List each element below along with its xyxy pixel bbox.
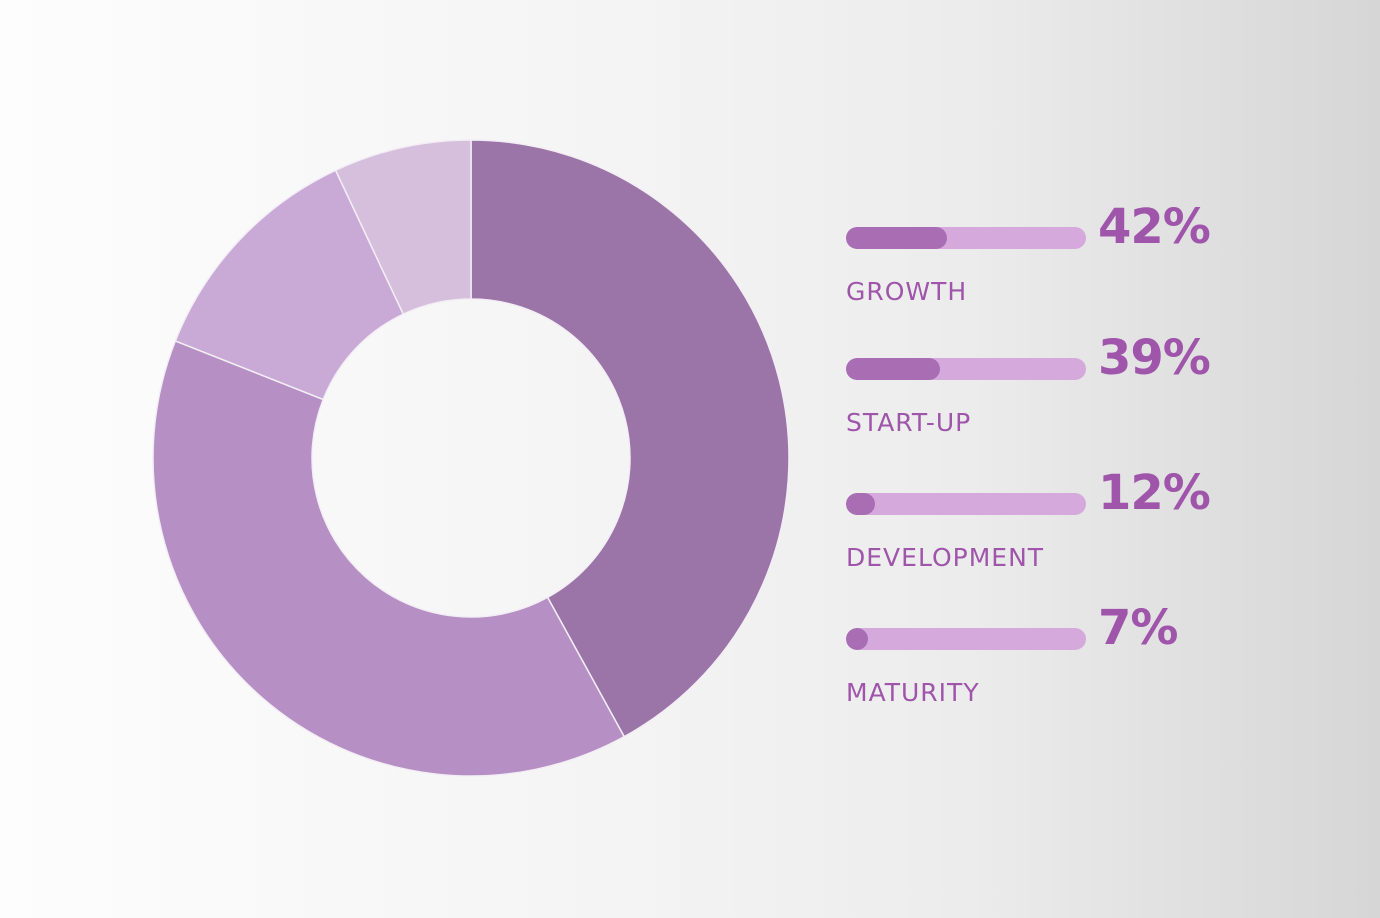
- maturity-bar-fill: [846, 628, 868, 650]
- legend-item-start-up: 39% START-UP: [846, 331, 1266, 458]
- growth-value-label: 42%: [1098, 199, 1211, 255]
- start-up-value-label: 39%: [1098, 330, 1211, 386]
- maturity-value-label: 7%: [1098, 600, 1178, 656]
- donut-slice-start-up: [152, 339, 626, 777]
- start-up-bar-track: [846, 358, 1086, 380]
- maturity-category-label: MATURITY: [846, 678, 980, 707]
- donut-slice-maturity: [334, 139, 472, 316]
- development-bar-fill: [846, 493, 875, 515]
- growth-bar-fill: [846, 227, 947, 249]
- donut-slices: [152, 139, 790, 777]
- development-category-label: DEVELOPMENT: [846, 543, 1045, 572]
- development-bar-track: [846, 493, 1086, 515]
- legend-item-growth: 42% GROWTH: [846, 200, 1266, 327]
- maturity-bar-track: [846, 628, 1086, 650]
- donut-slice-development: [174, 169, 405, 401]
- start-up-category-label: START-UP: [846, 408, 972, 437]
- legend-item-maturity: 7% MATURITY: [846, 601, 1266, 728]
- start-up-bar-fill: [846, 358, 940, 380]
- development-value-label: 12%: [1098, 465, 1211, 521]
- donut-slice-growth: [470, 139, 790, 738]
- legend-item-development: 12% DEVELOPMENT: [846, 466, 1266, 593]
- growth-bar-track: [846, 227, 1086, 249]
- growth-category-label: GROWTH: [846, 277, 968, 306]
